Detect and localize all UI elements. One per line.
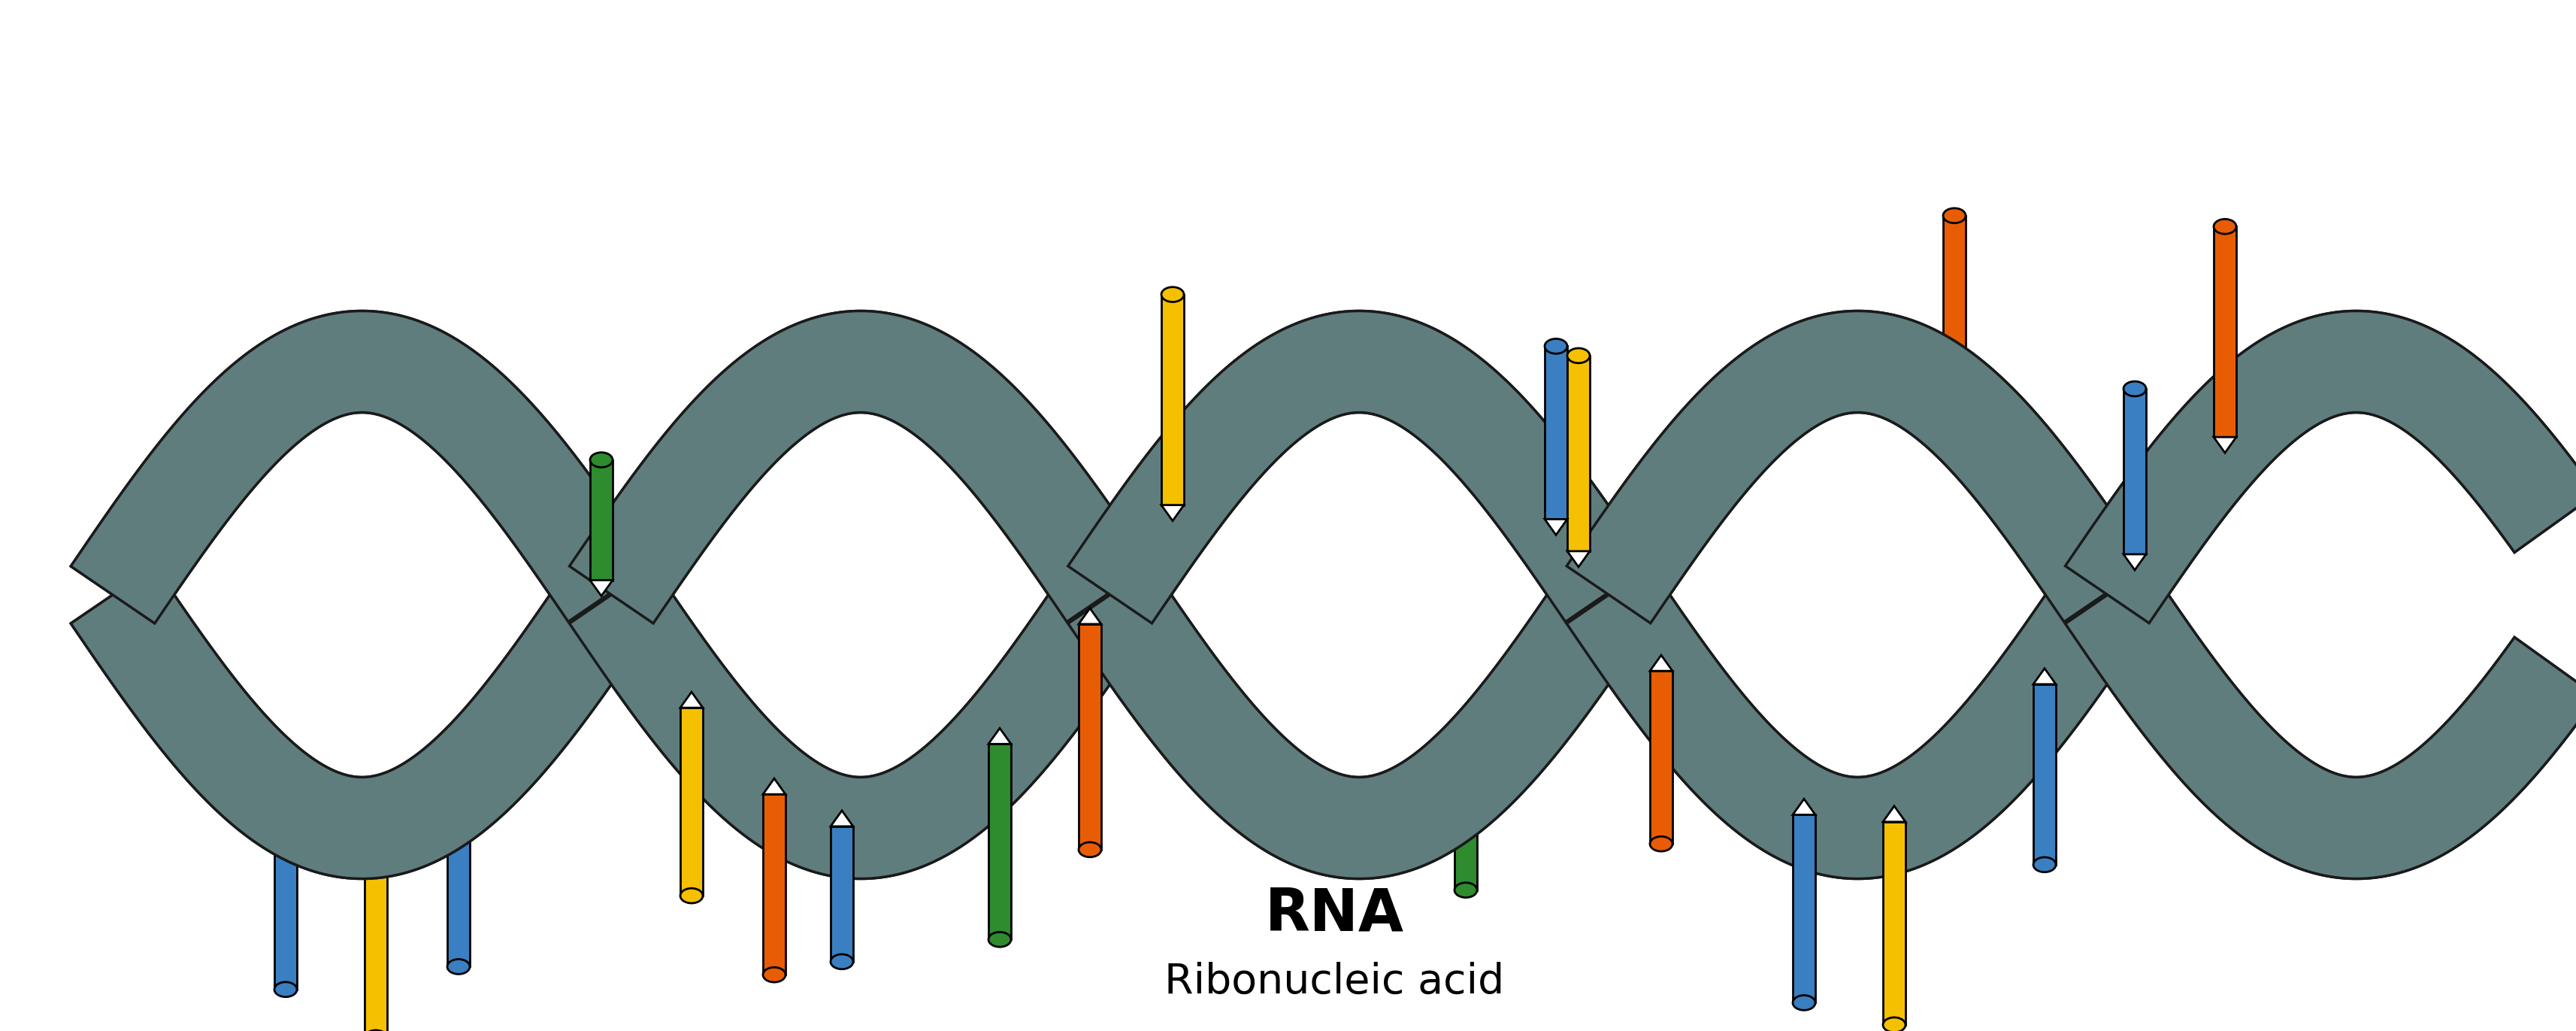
Ellipse shape bbox=[1883, 1018, 1906, 1031]
FancyBboxPatch shape bbox=[989, 744, 1010, 939]
Polygon shape bbox=[680, 692, 703, 707]
Polygon shape bbox=[1546, 520, 1566, 535]
Ellipse shape bbox=[448, 959, 469, 974]
Ellipse shape bbox=[2213, 219, 2236, 234]
FancyBboxPatch shape bbox=[1079, 624, 1100, 850]
Ellipse shape bbox=[2123, 381, 2146, 396]
Polygon shape bbox=[1162, 505, 1185, 521]
Polygon shape bbox=[1455, 762, 1476, 777]
Polygon shape bbox=[1883, 806, 1906, 822]
Ellipse shape bbox=[1546, 339, 1566, 354]
Ellipse shape bbox=[829, 955, 853, 969]
Ellipse shape bbox=[1651, 836, 1672, 852]
Ellipse shape bbox=[2032, 857, 2056, 872]
Ellipse shape bbox=[762, 967, 786, 983]
Ellipse shape bbox=[1455, 883, 1476, 898]
Polygon shape bbox=[1069, 566, 1649, 878]
FancyBboxPatch shape bbox=[1651, 671, 1672, 844]
FancyBboxPatch shape bbox=[1566, 356, 1589, 552]
FancyBboxPatch shape bbox=[1455, 777, 1476, 890]
FancyBboxPatch shape bbox=[680, 707, 703, 896]
Polygon shape bbox=[2213, 437, 2236, 453]
FancyBboxPatch shape bbox=[829, 826, 853, 962]
Ellipse shape bbox=[1079, 842, 1100, 857]
Ellipse shape bbox=[1162, 287, 1185, 302]
Ellipse shape bbox=[680, 889, 703, 903]
Polygon shape bbox=[276, 786, 296, 801]
Ellipse shape bbox=[1942, 208, 1965, 223]
FancyBboxPatch shape bbox=[1546, 346, 1566, 520]
FancyBboxPatch shape bbox=[2032, 685, 2056, 865]
Polygon shape bbox=[1069, 311, 1649, 624]
Polygon shape bbox=[2066, 311, 2576, 623]
FancyBboxPatch shape bbox=[1162, 295, 1185, 505]
FancyBboxPatch shape bbox=[762, 794, 786, 974]
Polygon shape bbox=[70, 311, 2576, 878]
Polygon shape bbox=[1793, 799, 1816, 814]
Polygon shape bbox=[2123, 555, 2146, 570]
FancyBboxPatch shape bbox=[2213, 227, 2236, 437]
Polygon shape bbox=[1566, 311, 2148, 623]
Polygon shape bbox=[448, 770, 469, 787]
Polygon shape bbox=[1566, 566, 2148, 878]
Polygon shape bbox=[70, 566, 652, 878]
FancyBboxPatch shape bbox=[276, 801, 296, 990]
Polygon shape bbox=[1942, 403, 1965, 420]
Ellipse shape bbox=[989, 932, 1010, 946]
FancyBboxPatch shape bbox=[366, 827, 386, 1031]
FancyBboxPatch shape bbox=[1793, 814, 1816, 1003]
Polygon shape bbox=[590, 580, 613, 596]
FancyBboxPatch shape bbox=[1883, 822, 1906, 1025]
Ellipse shape bbox=[1793, 995, 1816, 1010]
Text: Ribonucleic acid: Ribonucleic acid bbox=[1164, 962, 1504, 1002]
FancyBboxPatch shape bbox=[2123, 389, 2146, 555]
Ellipse shape bbox=[590, 453, 613, 467]
FancyBboxPatch shape bbox=[448, 787, 469, 967]
Polygon shape bbox=[989, 728, 1010, 744]
Polygon shape bbox=[569, 566, 1151, 878]
Ellipse shape bbox=[276, 982, 296, 997]
Polygon shape bbox=[70, 311, 2576, 878]
Text: RNA: RNA bbox=[1265, 886, 1404, 943]
Polygon shape bbox=[1651, 655, 1672, 671]
Polygon shape bbox=[829, 810, 853, 826]
Polygon shape bbox=[1566, 552, 1589, 567]
FancyBboxPatch shape bbox=[590, 460, 613, 580]
Polygon shape bbox=[762, 778, 786, 794]
Polygon shape bbox=[366, 811, 386, 827]
FancyBboxPatch shape bbox=[1942, 215, 1965, 403]
Polygon shape bbox=[2032, 668, 2056, 685]
Polygon shape bbox=[569, 311, 1151, 624]
Polygon shape bbox=[1079, 608, 1100, 624]
Polygon shape bbox=[2066, 567, 2576, 878]
Polygon shape bbox=[70, 311, 652, 624]
Ellipse shape bbox=[1566, 348, 1589, 363]
